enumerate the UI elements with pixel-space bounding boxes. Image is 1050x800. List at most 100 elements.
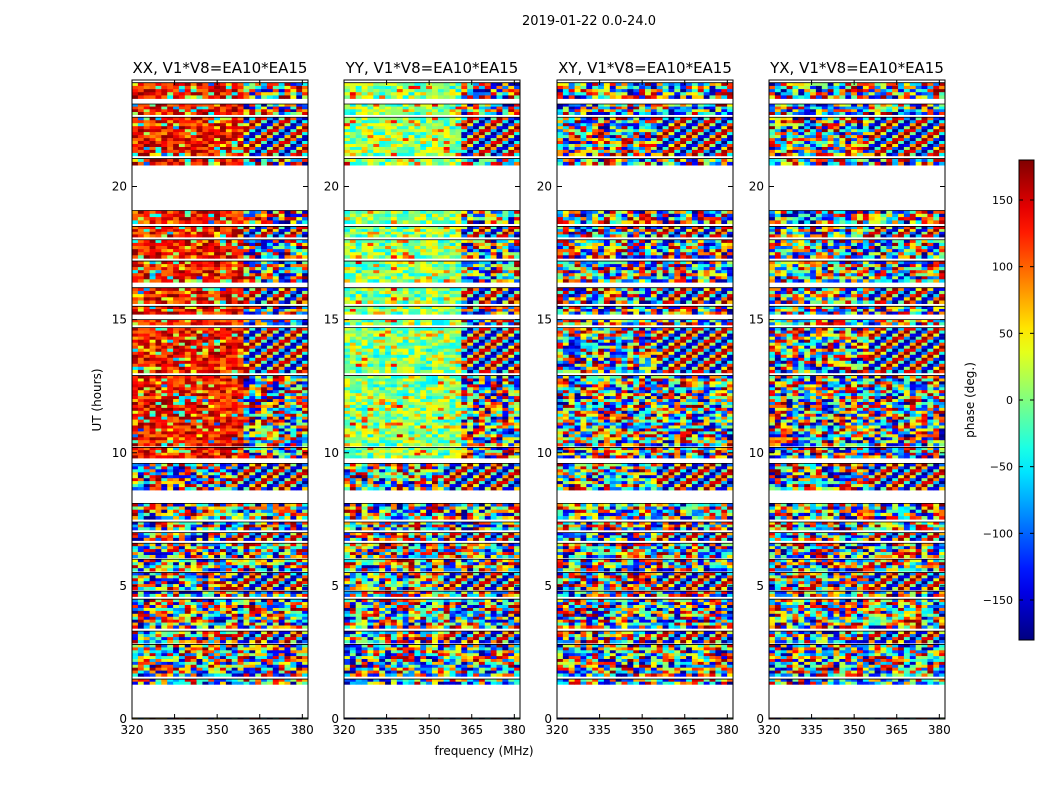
y-tick-label: 0 [331, 712, 339, 726]
panel-xy [556, 79, 734, 720]
x-tick-label: 320 [758, 723, 781, 737]
y-tick-label: 10 [537, 446, 552, 460]
data-band [132, 287, 308, 304]
data-band [344, 532, 520, 541]
figure-suptitle: 2019-01-22 0.0-24.0 [522, 14, 656, 29]
data-band [132, 226, 308, 238]
data-band [557, 502, 733, 520]
colorbar-tick-label: −150 [983, 594, 1013, 607]
x-tick-label: 380 [716, 723, 739, 737]
y-tick-label: 20 [112, 180, 127, 194]
data-band [557, 447, 733, 459]
data-band [132, 502, 308, 520]
data-band [132, 630, 308, 644]
panel-yx [768, 79, 946, 720]
panel-image [132, 80, 308, 719]
data-band [769, 502, 945, 520]
y-tick-label: 5 [544, 579, 552, 593]
y-tick-label: 0 [544, 712, 552, 726]
panel-frame [768, 79, 946, 720]
data-band [132, 462, 308, 491]
data-band [769, 116, 945, 157]
data-band [557, 462, 733, 491]
data-band [344, 678, 520, 685]
panel-frame [343, 79, 521, 720]
data-band [557, 239, 733, 259]
data-band [557, 116, 733, 157]
y-tick-label: 0 [119, 712, 127, 726]
data-band [557, 260, 733, 283]
data-band [557, 319, 733, 326]
data-band [132, 375, 308, 447]
data-band [132, 447, 308, 459]
data-band [344, 717, 520, 719]
data-band [132, 103, 308, 115]
data-band [769, 319, 945, 326]
data-band [769, 590, 945, 597]
x-tick-label: 365 [248, 723, 271, 737]
data-band [344, 287, 520, 304]
panel-image [557, 80, 733, 719]
data-band [344, 260, 520, 283]
colorbar-tick-label: 50 [999, 327, 1013, 340]
panel-image [344, 80, 520, 719]
colorbar-layer: 150 100 50 0 −50 −100 −150 phase (deg.) [963, 159, 1035, 641]
data-band [557, 532, 733, 541]
colorbar-tick-label: 100 [992, 261, 1013, 274]
data-band [769, 644, 945, 677]
colorbar-tick-label: −100 [983, 527, 1013, 540]
data-band [769, 226, 945, 238]
x-tick-label: 365 [673, 723, 696, 737]
y-axis-label: UT (hours) [90, 368, 104, 431]
x-tick-label: 320 [546, 723, 569, 737]
y-tick-label: 10 [324, 446, 339, 460]
data-band [344, 590, 520, 597]
x-tick-label: 365 [460, 723, 483, 737]
data-band [557, 226, 733, 238]
data-band [132, 717, 308, 719]
data-band [557, 717, 733, 719]
colorbar-tick-label: −50 [990, 461, 1013, 474]
data-band [769, 542, 945, 559]
x-tick-label: 335 [800, 723, 823, 737]
data-band [132, 542, 308, 559]
data-band [557, 644, 733, 677]
colorbar-label: phase (deg.) [963, 362, 977, 438]
data-band [769, 447, 945, 459]
data-band [344, 644, 520, 677]
data-band [769, 305, 945, 315]
x-tick-label: 350 [843, 723, 866, 737]
data-band [132, 532, 308, 541]
x-tick-label: 350 [631, 723, 654, 737]
data-band [132, 82, 308, 99]
y-tick-label: 20 [537, 180, 552, 194]
data-band [344, 82, 520, 99]
data-band [769, 375, 945, 447]
x-tick-label: 350 [206, 723, 229, 737]
data-band [132, 572, 308, 591]
data-band [769, 82, 945, 99]
data-band [769, 532, 945, 541]
data-band [769, 287, 945, 304]
data-band [132, 558, 308, 572]
data-band [132, 327, 308, 374]
x-tick-label: 380 [503, 723, 526, 737]
data-band [557, 158, 733, 166]
data-band [344, 462, 520, 491]
data-band [344, 116, 520, 157]
x-tick-label: 380 [291, 723, 314, 737]
data-band [769, 158, 945, 166]
data-band [132, 158, 308, 166]
data-band [344, 542, 520, 559]
y-tick-label: 0 [756, 712, 764, 726]
data-band [132, 319, 308, 326]
data-band [132, 644, 308, 677]
data-band [557, 103, 733, 115]
data-band [557, 210, 733, 224]
data-band [344, 158, 520, 166]
x-tick-label: 350 [418, 723, 441, 737]
y-tick-label: 5 [119, 579, 127, 593]
data-band [132, 305, 308, 315]
data-band [344, 558, 520, 572]
